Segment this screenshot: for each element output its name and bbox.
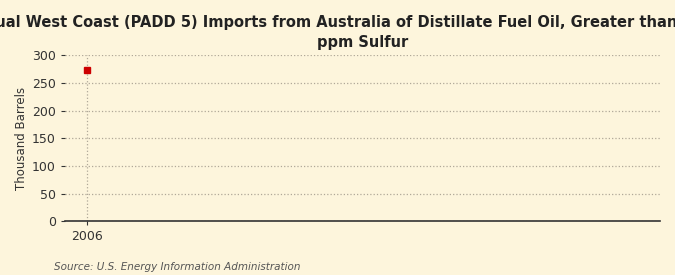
- Text: Source: U.S. Energy Information Administration: Source: U.S. Energy Information Administ…: [54, 262, 300, 272]
- Title: Annual West Coast (PADD 5) Imports from Australia of Distillate Fuel Oil, Greate: Annual West Coast (PADD 5) Imports from …: [0, 15, 675, 50]
- Y-axis label: Thousand Barrels: Thousand Barrels: [15, 87, 28, 190]
